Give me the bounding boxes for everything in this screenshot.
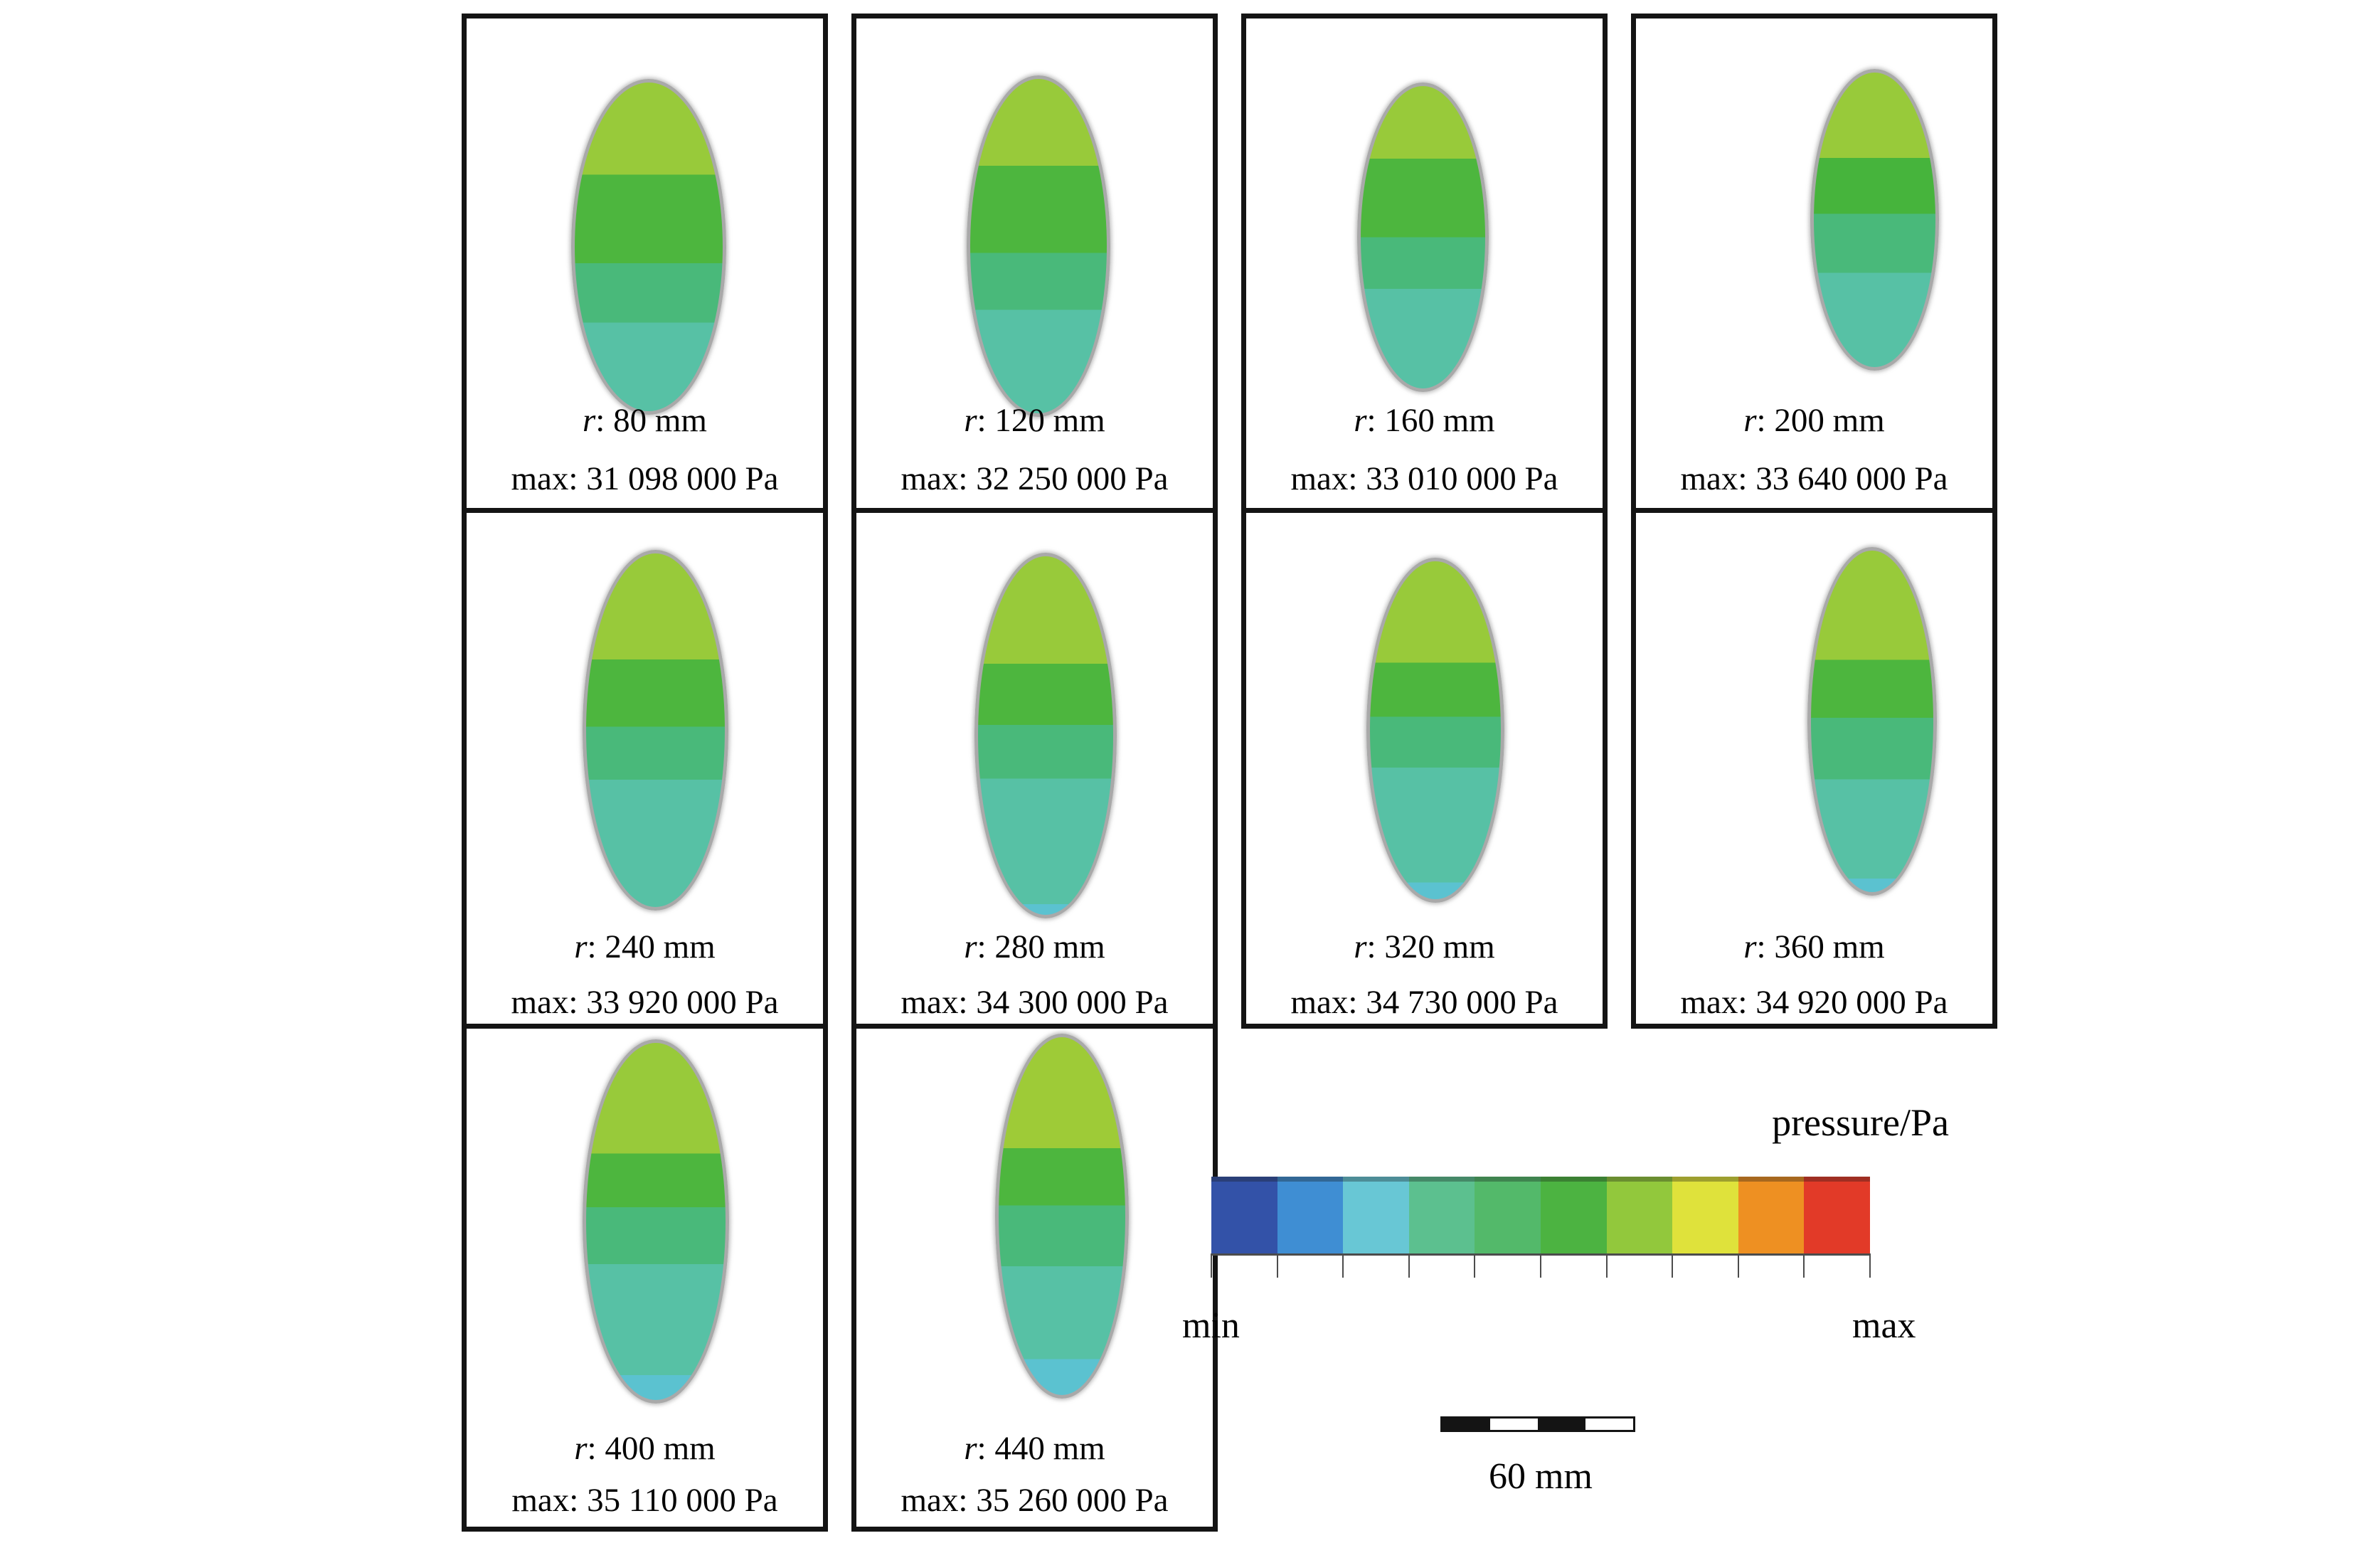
contour-panel-r120: r: 120 mm max: 32 250 000 Pa (851, 14, 1218, 513)
max-pressure-label: max: 33 640 000 Pa (1680, 460, 1948, 497)
legend-min-label: min (1182, 1305, 1240, 1346)
panel-grid-row-3: r: 400 mm max: 35 110 000 Pa r: 440 mm m… (433, 1012, 1246, 1543)
scale-bar-segment (1585, 1419, 1633, 1430)
max-pressure-label: max: 33 920 000 Pa (511, 984, 779, 1021)
scale-bar-segment (1538, 1419, 1585, 1430)
colorbar-segment (1672, 1177, 1738, 1253)
radius-label: r: 440 mm (964, 1430, 1105, 1467)
colorbar-segment (1804, 1177, 1870, 1253)
contour-panel-r360: r: 360 mm max: 34 920 000 Pa (1631, 508, 1997, 1029)
colorbar-tick (1803, 1253, 1805, 1278)
colorbar-tick (1211, 1253, 1212, 1278)
pressure-contour-ellipse (1366, 558, 1504, 903)
contour-panel-r320: r: 320 mm max: 34 730 000 Pa (1241, 508, 1608, 1029)
colorbar-tick (1474, 1253, 1476, 1278)
max-pressure-label: max: 35 110 000 Pa (511, 1482, 778, 1519)
colorbar-segment (1277, 1177, 1344, 1253)
panel-grid-row-2: r: 240 mm max: 33 920 000 Pa r: 280 mm m… (433, 497, 2026, 1040)
pressure-contour-ellipse (994, 1034, 1129, 1399)
scale-bar-segment (1443, 1419, 1490, 1430)
colorbar-tick (1605, 1253, 1608, 1278)
contour-panel-r80: r: 80 mm max: 31 098 000 Pa (462, 14, 828, 513)
radius-label: r: 240 mm (574, 928, 716, 965)
radius-label: r: 320 mm (1354, 928, 1495, 965)
colorbar (1211, 1177, 1871, 1278)
colorbar-tick (1737, 1253, 1739, 1278)
pressure-contour-ellipse (583, 550, 728, 911)
radius-label: r: 120 mm (964, 402, 1105, 439)
colorbar-segment (1408, 1177, 1475, 1253)
radius-label: r: 200 mm (1743, 402, 1885, 439)
radius-label: r: 400 mm (574, 1430, 716, 1467)
pressure-contour-ellipse (582, 1039, 729, 1404)
legend-title: pressure/Pa (1772, 1101, 1949, 1144)
contour-panel-r280: r: 280 mm max: 34 300 000 Pa (851, 508, 1218, 1029)
colorbar-tick (1540, 1253, 1541, 1278)
radius-label: r: 360 mm (1743, 928, 1885, 965)
max-pressure-label: max: 35 260 000 Pa (901, 1482, 1169, 1519)
max-pressure-label: max: 31 098 000 Pa (511, 460, 779, 497)
legend-max-label: max (1852, 1305, 1916, 1346)
colorbar-segment (1540, 1177, 1607, 1253)
scale-bar-label: 60 mm (1489, 1456, 1593, 1497)
colorbar-segment (1606, 1177, 1673, 1253)
colorbar-segment (1343, 1177, 1409, 1253)
radius-label: r: 160 mm (1354, 402, 1495, 439)
colorbar-segment (1475, 1177, 1541, 1253)
max-pressure-label: max: 32 250 000 Pa (901, 460, 1169, 497)
colorbar-tick (1276, 1253, 1278, 1278)
panel-grid-row-1: r: 80 mm max: 31 098 000 Pa r: 120 mm ma… (433, 2, 2026, 524)
max-pressure-label: max: 34 300 000 Pa (901, 984, 1169, 1021)
colorbar-tick (1342, 1253, 1344, 1278)
colorbar-tick (1672, 1253, 1674, 1278)
pressure-contour-ellipse (1810, 69, 1939, 371)
scale-bar (1440, 1416, 1635, 1432)
contour-panel-r440: r: 440 mm max: 35 260 000 Pa (851, 1024, 1218, 1532)
pressure-contour-ellipse (570, 79, 726, 415)
contour-panel-r240: r: 240 mm max: 33 920 000 Pa (462, 508, 828, 1029)
radius-label: r: 80 mm (583, 402, 707, 439)
colorbar-segment (1738, 1177, 1805, 1253)
contour-panel-r400: r: 400 mm max: 35 110 000 Pa (462, 1024, 828, 1532)
contour-panel-r200: r: 200 mm max: 33 640 000 Pa (1631, 14, 1997, 513)
max-pressure-label: max: 34 730 000 Pa (1290, 984, 1558, 1021)
pressure-contour-ellipse (1807, 547, 1937, 896)
scale-bar-segment (1490, 1419, 1538, 1430)
contour-panel-r160: r: 160 mm max: 33 010 000 Pa (1241, 14, 1608, 513)
pressure-contour-ellipse (974, 553, 1117, 918)
pressure-contour-ellipse (966, 75, 1110, 417)
pressure-contour-ellipse (1357, 83, 1489, 392)
max-pressure-label: max: 34 920 000 Pa (1680, 984, 1948, 1021)
max-pressure-label: max: 33 010 000 Pa (1290, 460, 1558, 497)
radius-label: r: 280 mm (964, 928, 1105, 965)
colorbar-tick (1869, 1253, 1871, 1278)
colorbar-top-edge (1211, 1177, 1870, 1182)
colorbar-tick (1408, 1253, 1410, 1278)
colorbar-segment (1211, 1177, 1277, 1253)
